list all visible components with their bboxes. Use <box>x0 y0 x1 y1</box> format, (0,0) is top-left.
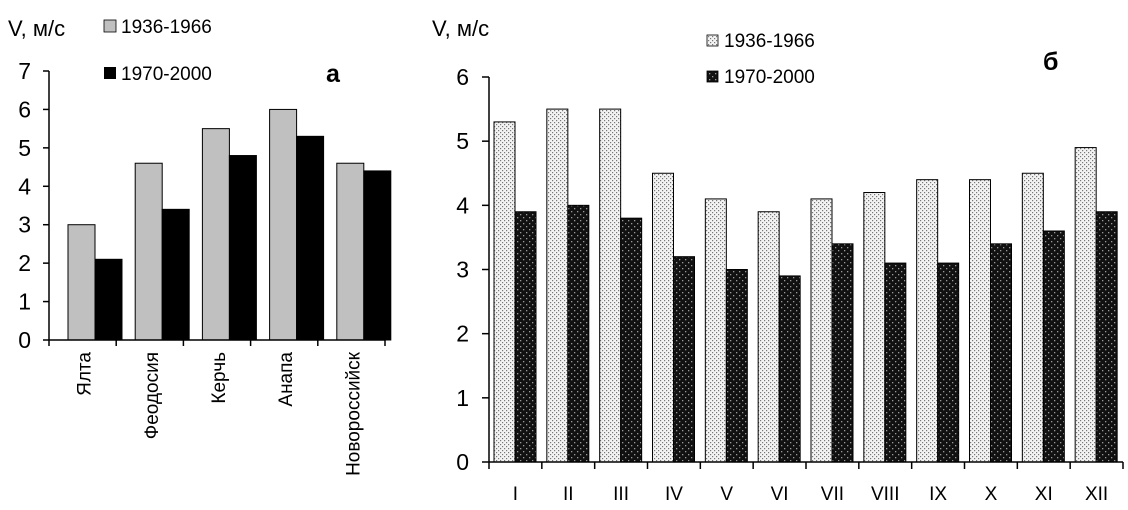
y-tick-label-a-4: 4 <box>18 173 31 199</box>
bar-a-1936-1966-3 <box>269 108 298 341</box>
bar-b-1936-1966-2 <box>599 108 622 463</box>
bar-a-1936-1966-0 <box>67 224 96 341</box>
y-tick-label-a-6: 6 <box>18 96 31 122</box>
bar-b-1936-1966-10 <box>1021 172 1044 463</box>
bar-a-1970-2000-2 <box>228 155 257 341</box>
legend-a: 1936-1966 1970-2000 <box>103 17 212 85</box>
x-tick-label-b-3: IV <box>665 484 683 505</box>
bar-a-1970-2000-4 <box>363 170 392 341</box>
x-tick-label-b-11: XII <box>1085 484 1108 505</box>
bar-b-1970-2000-9 <box>990 243 1012 463</box>
y-tick-label-a-2: 2 <box>18 250 31 276</box>
x-tick-label-b-1: II <box>563 484 574 505</box>
bar-b-1936-1966-0 <box>493 121 516 463</box>
legend-label-b-1970: 1970-2000 <box>724 67 815 88</box>
y-tick-label-b-5: 5 <box>456 128 469 154</box>
x-tick-label-b-10: XI <box>1035 484 1053 505</box>
x-tick-label-a-0: Ялта <box>75 352 96 396</box>
x-tick-label-b-2: III <box>613 484 629 505</box>
y-tick-label-a-7: 7 <box>18 58 31 84</box>
bar-b-1970-2000-5 <box>778 275 801 463</box>
bar-b-1970-2000-11 <box>1095 211 1118 463</box>
x-tick-label-a-3: Анапа <box>276 352 297 407</box>
legend-swatch-a-1970 <box>104 67 116 79</box>
bar-b-1936-1966-3 <box>652 172 674 463</box>
x-tick-label-a-4: Новороссийск <box>343 351 364 476</box>
x-tick-label-b-8: IX <box>929 484 947 505</box>
bar-b-1936-1966-8 <box>916 179 939 463</box>
y-tick-label-a-0: 0 <box>18 327 31 353</box>
bar-b-1970-2000-1 <box>567 204 590 463</box>
y-tick-label-b-0: 0 <box>456 449 469 475</box>
bar-a-1970-2000-1 <box>161 208 190 341</box>
x-tick-label-b-6: VII <box>821 484 844 505</box>
x-tick-label-b-4: V <box>720 484 733 505</box>
y-axis-label-b: V, м/с <box>432 16 489 41</box>
y-tick-label-b-1: 1 <box>456 385 469 411</box>
y-tick-label-a-3: 3 <box>18 212 31 238</box>
bar-b-1970-2000-10 <box>1042 230 1065 463</box>
bar-b-1970-2000-4 <box>725 269 748 463</box>
legend-swatch-b-1970 <box>706 70 719 83</box>
x-tick-label-b-5: VI <box>771 484 789 505</box>
bar-b-1936-1966-9 <box>969 179 991 463</box>
y-axis-label-a: V, м/с <box>8 16 65 41</box>
y-tick-label-b-4: 4 <box>456 192 469 218</box>
bar-a-1936-1966-4 <box>336 162 365 341</box>
bar-b-1936-1966-11 <box>1074 147 1097 463</box>
bar-a-1936-1966-1 <box>134 162 163 341</box>
legend-swatch-b-1936 <box>706 34 719 47</box>
x-tick-label-b-9: X <box>985 484 998 505</box>
x-tick-label-b-7: VIII <box>871 484 900 505</box>
bar-b-1936-1966-7 <box>863 192 886 463</box>
panel-label-a: а <box>326 60 341 88</box>
x-tick-label-b-0: I <box>513 484 518 505</box>
legend-label-b-1936: 1936-1966 <box>724 31 815 52</box>
y-tick-label-a-5: 5 <box>18 135 31 161</box>
bar-b-1970-2000-8 <box>937 262 960 463</box>
panel-label-b: б <box>1043 48 1058 76</box>
chart-panel-a: V, м/с а 1936-1966 1970-2000 Ялта Феодоси… <box>8 16 392 476</box>
chart-panel-b: V, м/с б 1936-1966 1970-2000 I II III IV V VI… <box>432 16 1124 505</box>
y-tick-label-a-1: 1 <box>18 289 31 315</box>
bar-b-1936-1966-6 <box>810 198 833 463</box>
x-tick-label-a-1: Феодосия <box>142 352 163 439</box>
bar-a-1970-2000-0 <box>94 258 123 341</box>
bar-b-1936-1966-1 <box>546 108 569 463</box>
x-tick-label-a-2: Керчь <box>209 352 230 404</box>
legend-b: 1936-1966 1970-2000 <box>706 31 815 88</box>
bar-b-1936-1966-4 <box>704 198 727 463</box>
bar-b-1970-2000-2 <box>620 217 643 463</box>
bar-b-1936-1966-5 <box>757 211 780 463</box>
legend-label-a-1970: 1970-2000 <box>121 64 212 85</box>
y-tick-label-b-2: 2 <box>456 321 469 347</box>
legend-swatch-a-1936 <box>103 19 117 33</box>
bar-b-1970-2000-7 <box>884 262 907 463</box>
bar-b-1970-2000-3 <box>673 256 695 463</box>
bar-a-1936-1966-2 <box>201 128 230 341</box>
y-tick-label-b-3: 3 <box>456 257 469 283</box>
legend-label-a-1936: 1936-1966 <box>121 17 212 38</box>
y-tick-label-b-6: 6 <box>456 64 469 90</box>
bar-b-1970-2000-6 <box>831 243 854 463</box>
bar-b-1970-2000-0 <box>514 211 537 463</box>
bar-a-1970-2000-3 <box>296 135 325 341</box>
